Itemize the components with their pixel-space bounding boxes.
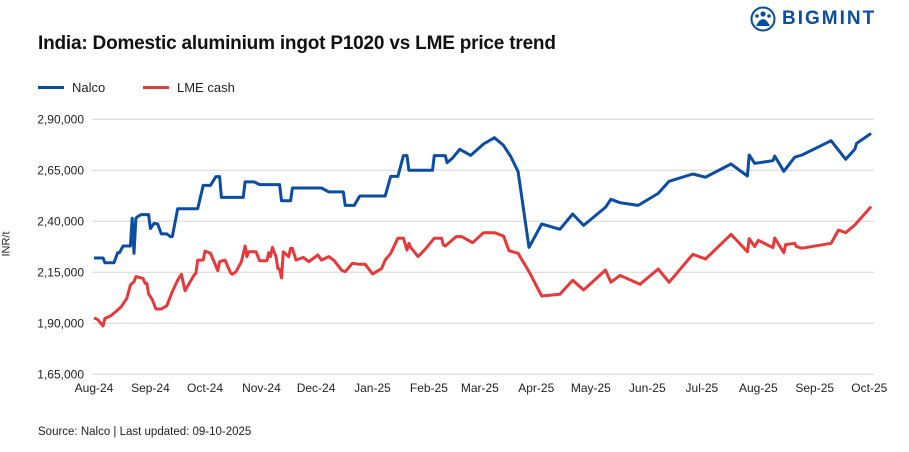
x-tick-label: Apr-25 xyxy=(518,381,554,395)
y-tick-label: 2,15,000 xyxy=(37,265,84,279)
x-tick-label: Sep-25 xyxy=(795,381,834,395)
legend-swatch-lme xyxy=(143,86,169,89)
x-tick-label: Aug-25 xyxy=(739,381,778,395)
x-tick-label: Aug-24 xyxy=(75,381,114,395)
legend-label-nalco: Nalco xyxy=(72,80,106,95)
globe-logo-icon xyxy=(750,6,776,32)
y-tick-label: 2,65,000 xyxy=(37,163,84,177)
x-tick-label: Jan-25 xyxy=(354,381,391,395)
x-tick-label: Mar-25 xyxy=(461,381,499,395)
x-tick-label: Jun-25 xyxy=(629,381,666,395)
legend-item-nalco: Nalco xyxy=(38,80,105,95)
series-line-lme-cash xyxy=(93,205,873,328)
x-tick-label: Sep-24 xyxy=(131,381,170,395)
bigmint-logo: BIGMINT xyxy=(750,6,876,32)
x-tick-label: Oct-24 xyxy=(187,381,223,395)
x-tick-label: Jul-25 xyxy=(686,381,719,395)
legend-label-lme: LME cash xyxy=(177,80,235,95)
legend-swatch-nalco xyxy=(38,86,64,89)
source-note: Source: Nalco | Last updated: 09-10-2025 xyxy=(38,426,252,438)
x-tick-label: Dec-24 xyxy=(297,381,336,395)
chart-title: India: Domestic aluminium ingot P1020 vs… xyxy=(38,33,556,54)
x-tick-label: May-25 xyxy=(571,381,611,395)
x-tick-label: Nov-24 xyxy=(242,381,281,395)
y-tick-label: 2,90,000 xyxy=(37,112,84,126)
series-line-nalco xyxy=(94,132,872,265)
y-tick-label: 1,65,000 xyxy=(37,367,84,381)
y-tick-label: 1,90,000 xyxy=(37,316,84,330)
x-tick-label: Feb-25 xyxy=(410,381,448,395)
brand-name: BIGMINT xyxy=(782,8,877,29)
legend-item-lme: LME cash xyxy=(143,80,235,95)
x-tick-label: Oct-25 xyxy=(851,381,887,395)
y-tick-label: 2,40,000 xyxy=(37,214,84,228)
